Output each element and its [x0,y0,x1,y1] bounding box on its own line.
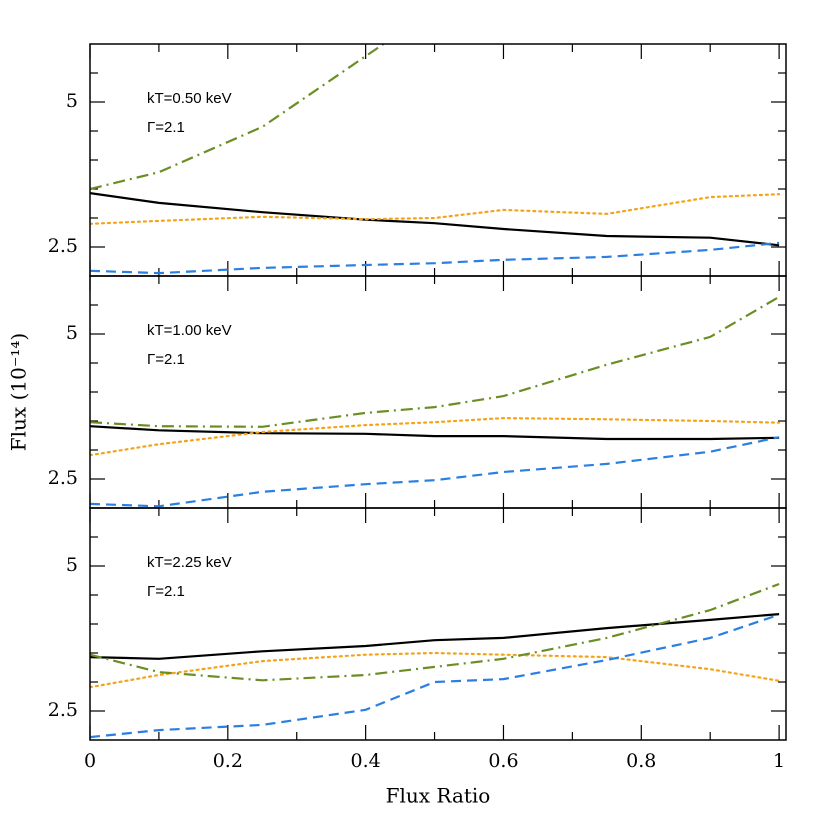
series-line [90,436,780,508]
x-tick-label: 1 [773,750,785,772]
x-tick-label: 0.4 [351,750,381,772]
panel-frame [89,43,787,277]
y-tick-label: 5 [66,322,78,344]
y-tick-label: 2.5 [48,467,78,489]
x-tick-label: 0.8 [626,750,656,772]
annotation: Γ=2.1 [147,583,185,600]
panel-frame [89,275,787,509]
series-line [90,193,781,225]
annotation: Γ=2.1 [147,119,185,136]
series-line [90,192,780,247]
y-tick-label: 5 [66,554,78,576]
series-line [90,582,780,682]
annotation: kT=1.00 keV [147,322,232,339]
panel-frame [89,507,787,741]
y-tick-label: 2.5 [48,699,78,721]
plot-lines [90,295,781,508]
plot-lines [90,582,781,739]
series-line [90,241,780,275]
y-tick-label: 5 [66,90,78,112]
annotation: Γ=2.1 [147,351,185,368]
plot-lines [90,44,781,275]
x-tick-label: 0.2 [213,750,243,772]
annotation: kT=2.25 keV [147,554,232,571]
series-line [90,425,780,441]
y-axis-label: Flux (10⁻¹⁴) [7,333,31,451]
y-tick-label: 2.5 [48,235,78,257]
series-line [90,613,780,739]
x-axis-label: Flux Ratio [386,784,491,808]
annotation: kT=0.50 keV [147,90,232,107]
series-line [90,651,781,689]
x-tick-label: 0 [84,750,96,772]
series-line [90,613,780,660]
series-line [90,295,780,428]
series-line [90,416,781,457]
x-tick-label: 0.6 [488,750,518,772]
